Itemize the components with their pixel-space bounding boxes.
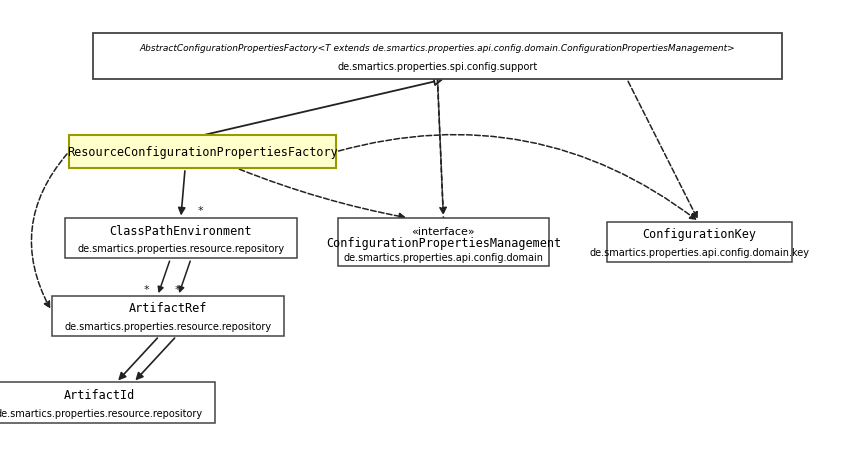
Text: AbstractConfigurationPropertiesFactory<T extends de.smartics.properties.api.conf: AbstractConfigurationPropertiesFactory<T… [139,44,735,53]
Bar [52,296,284,336]
Text: «interface»: «interface» [412,226,475,236]
Bar [338,218,549,266]
Text: de.smartics.properties.api.config.domain.key: de.smartics.properties.api.config.domain… [589,248,809,258]
Text: ConfigurationKey: ConfigurationKey [642,228,756,241]
Text: *: * [144,284,150,294]
Bar [606,222,792,263]
Text: de.smartics.properties.resource.repository: de.smartics.properties.resource.reposito… [65,321,271,331]
Text: ConfigurationPropertiesManagement: ConfigurationPropertiesManagement [325,237,561,250]
Text: ClassPathEnvironment: ClassPathEnvironment [109,224,252,237]
Text: ResourceConfigurationPropertiesFactory: ResourceConfigurationPropertiesFactory [67,146,338,159]
Text: de.smartics.properties.api.config.domain: de.smartics.properties.api.config.domain [344,252,543,262]
Bar [0,383,215,423]
Text: *: * [175,284,181,294]
Bar [93,34,782,80]
Text: de.smartics.properties.resource.repository: de.smartics.properties.resource.reposito… [0,408,202,418]
Text: de.smartics.properties.resource.repository: de.smartics.properties.resource.reposito… [77,244,284,254]
Text: ArtifactId: ArtifactId [64,388,134,401]
Text: de.smartics.properties.spi.config.support: de.smartics.properties.spi.config.suppor… [338,62,537,72]
Text: *: * [198,205,204,215]
Text: ArtifactRef: ArtifactRef [128,302,208,314]
Bar [65,219,297,259]
Bar [69,136,336,169]
